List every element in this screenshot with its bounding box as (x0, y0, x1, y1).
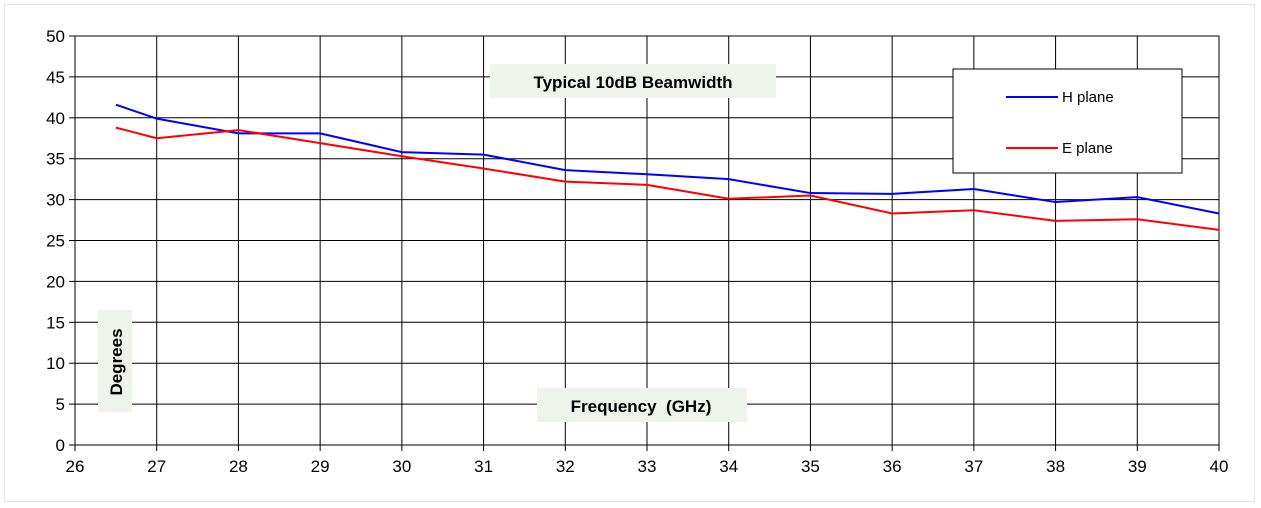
y-tick-label: 15 (46, 313, 65, 332)
legend-item-e-plane: E plane (1006, 140, 1113, 157)
y-tick-label: 40 (46, 109, 65, 128)
x-tick-label: 31 (474, 457, 493, 476)
x-tick-label: 28 (229, 457, 248, 476)
y-tick-label: 0 (56, 436, 65, 455)
x-tick-label: 36 (883, 457, 902, 476)
x-axis-label: Frequency (GHz) (571, 397, 712, 416)
x-tick-label: 30 (392, 457, 411, 476)
chart-title: Typical 10dB Beamwidth (533, 73, 732, 92)
x-tick-label: 35 (801, 457, 820, 476)
chart-title-box: Typical 10dB Beamwidth (490, 64, 776, 98)
x-tick-label: 40 (1210, 457, 1229, 476)
x-tick-label: 37 (964, 457, 983, 476)
x-axis-label-box: Frequency (GHz) (537, 388, 747, 422)
x-tick-label: 33 (638, 457, 657, 476)
y-tick-label: 50 (46, 27, 65, 46)
chart-title-background (490, 64, 776, 98)
y-axis-label-background (98, 310, 132, 412)
x-tick-label: 38 (1046, 457, 1065, 476)
y-tick-label: 25 (46, 232, 65, 251)
y-axis-label-box: Degrees (98, 310, 132, 412)
x-tick-label: 27 (147, 457, 166, 476)
legend: H plane E plane (952, 68, 1183, 174)
y-tick-label: 5 (56, 395, 65, 414)
legend-box (952, 68, 1183, 174)
legend-label-e-plane: E plane (1062, 140, 1113, 157)
y-tick-label: 20 (46, 272, 65, 291)
y-axis-label: Degrees (107, 328, 126, 395)
x-axis-label-background (537, 388, 747, 422)
series-line-h-plane (115, 103, 1220, 215)
legend-label-h-plane: H plane (1062, 89, 1114, 106)
y-tick-label: 45 (46, 68, 65, 87)
legend-item-h-plane: H plane (1006, 89, 1114, 106)
series-line-e-plane (115, 126, 1220, 231)
x-tick-label: 26 (66, 457, 85, 476)
y-tick-label: 10 (46, 354, 65, 373)
x-tick-label: 39 (1128, 457, 1147, 476)
y-tick-label: 30 (46, 191, 65, 210)
x-tick-label: 32 (556, 457, 575, 476)
x-tick-label: 29 (311, 457, 330, 476)
x-tick-label: 34 (719, 457, 738, 476)
y-tick-label: 35 (46, 150, 65, 169)
